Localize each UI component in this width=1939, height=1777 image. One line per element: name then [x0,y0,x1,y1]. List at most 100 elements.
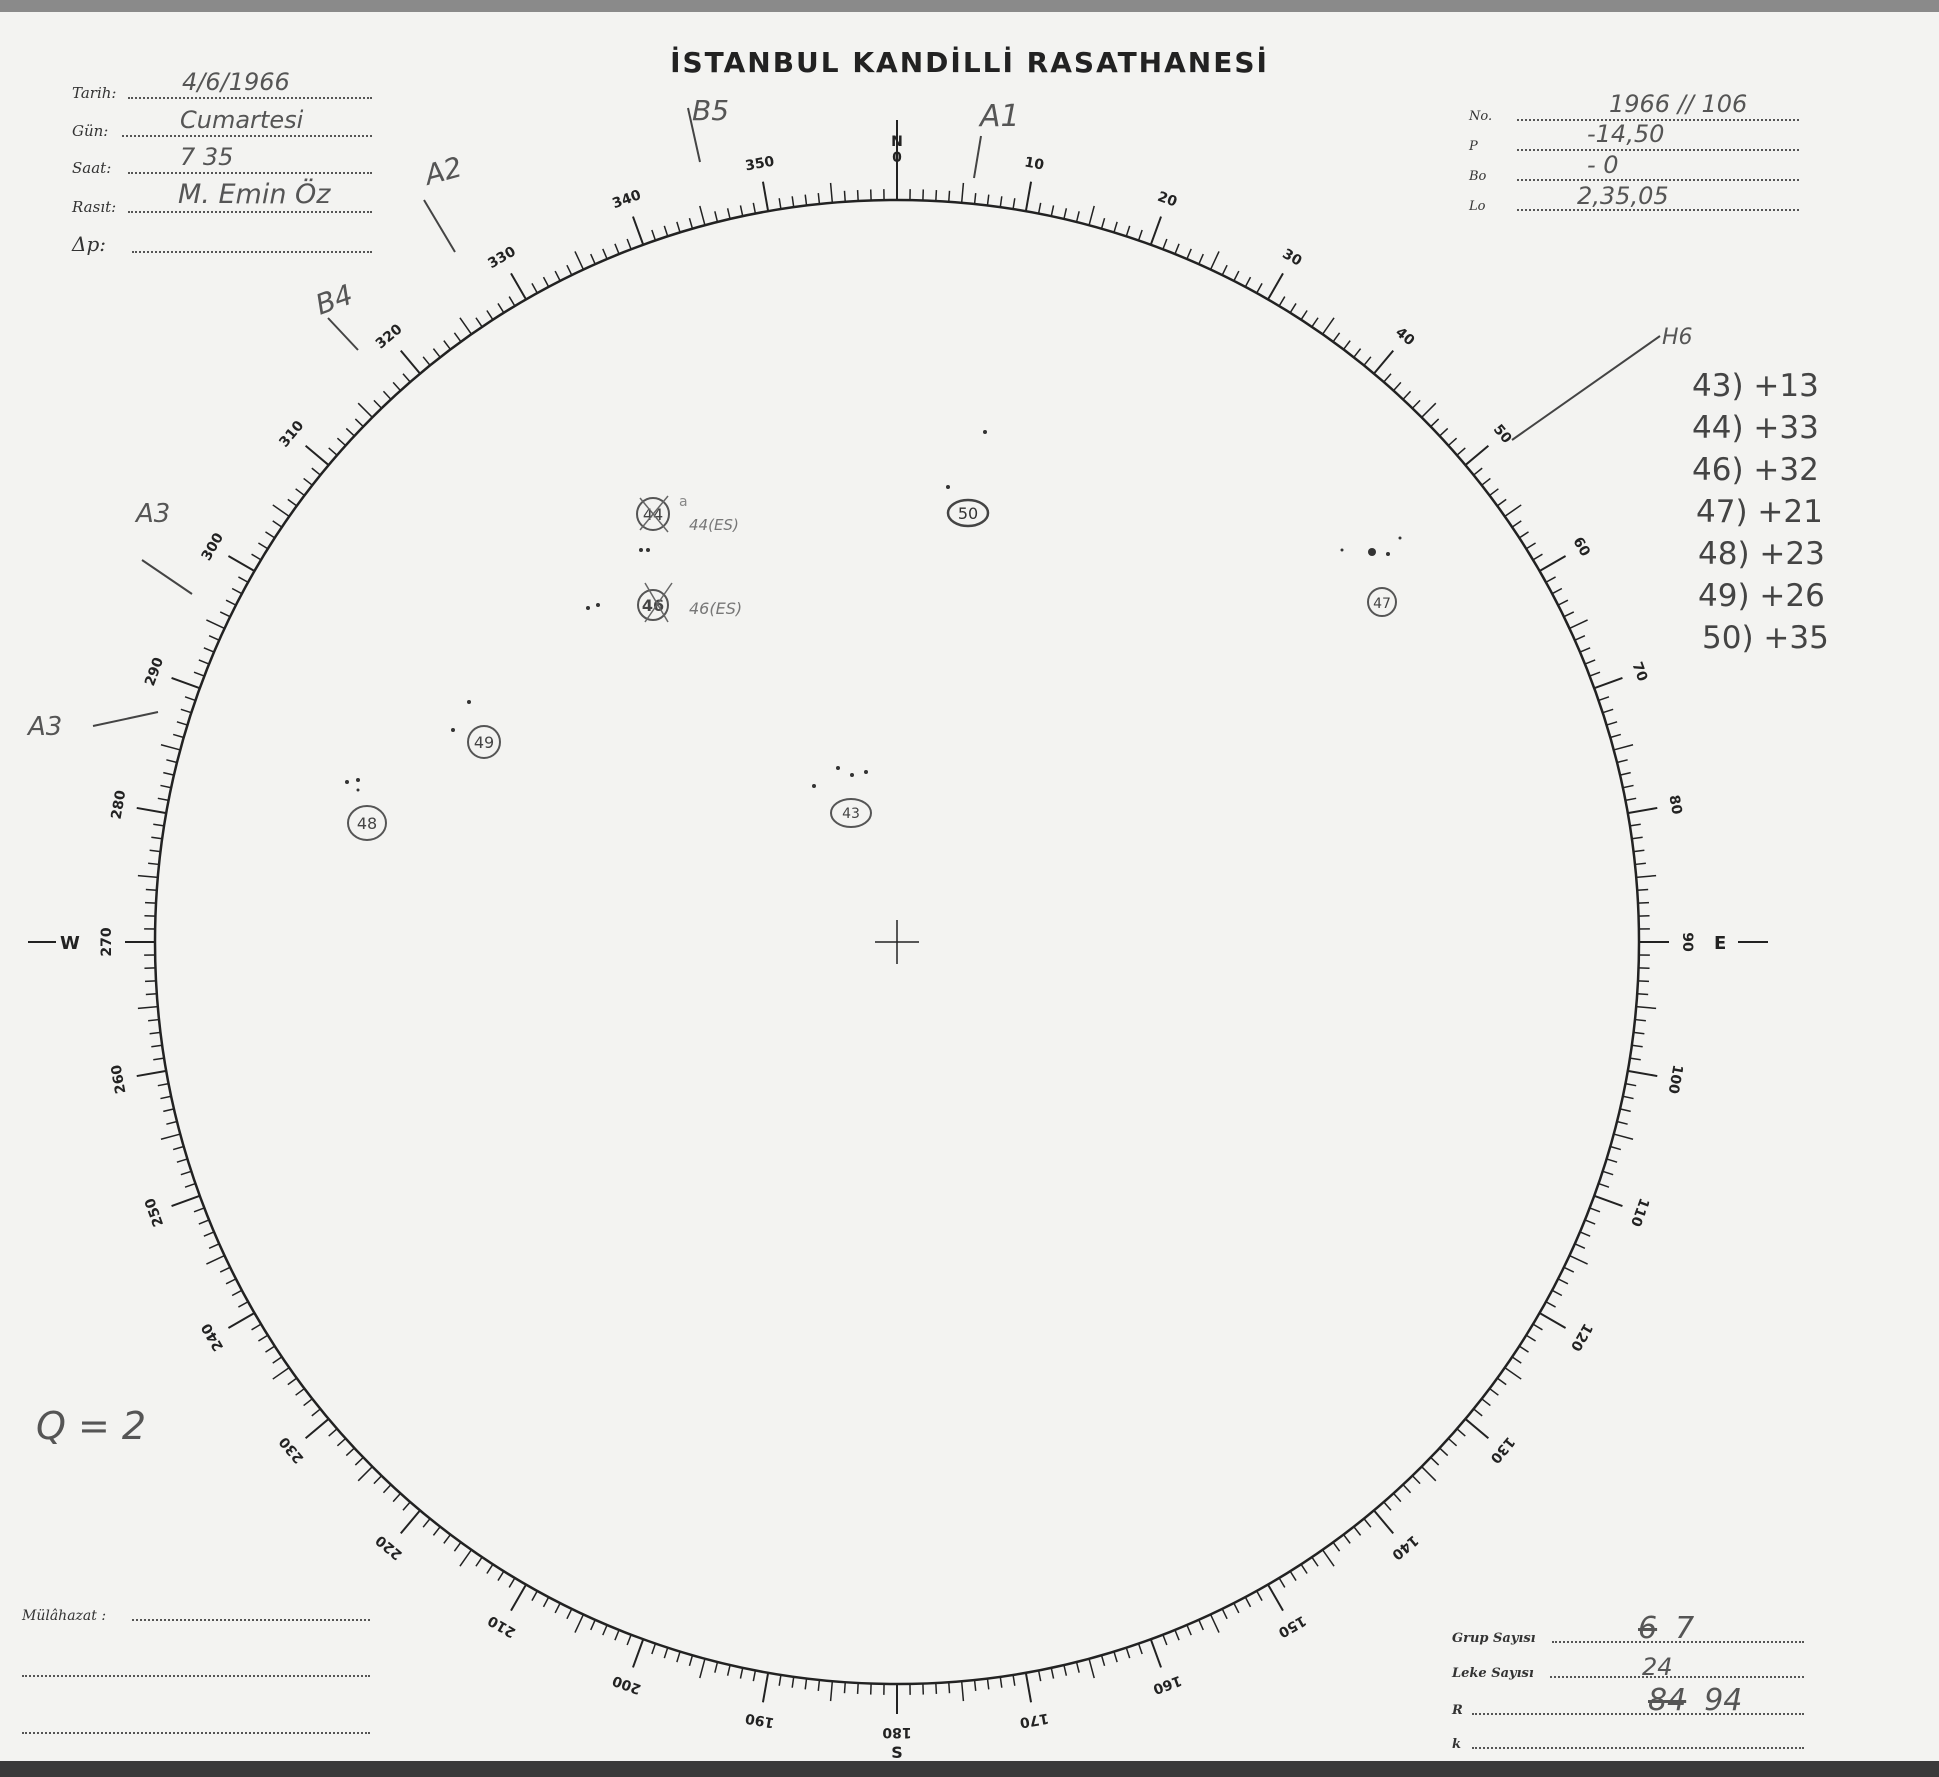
degree-tick [1629,1057,1641,1061]
degree-tick [1088,205,1095,226]
degree-tick [160,784,172,789]
svg-text:B5: B5 [692,94,729,127]
field-value: 94 [1704,1683,1743,1718]
degree-tick [948,1682,951,1694]
degree-tick [184,1182,196,1188]
degree-tick [1551,587,1563,595]
degree-tick [1610,1145,1622,1151]
degree-tick [1024,1672,1033,1703]
degree-tick [1613,1133,1634,1140]
latitude-note: 44) +33 [1692,410,1819,446]
degree-label: 220 [373,1531,406,1562]
degree-tick [422,1518,431,1528]
dotted-line [128,172,372,174]
degree-tick [1024,181,1033,212]
degree-tick [1631,1044,1643,1048]
degree-tick [1342,340,1351,350]
degree-tick [171,1194,201,1207]
degree-tick [614,243,620,255]
degree-tick [453,332,462,343]
degree-tick [1532,553,1543,561]
degree-tick [1627,806,1658,815]
degree-tick [566,1608,573,1620]
degree-tick [778,1674,782,1686]
degree-tick [1332,332,1341,343]
degree-tick [1353,1526,1362,1536]
field-value: -14,50 [1587,120,1665,148]
degree-tick [1625,797,1637,802]
degree-tick [486,1563,494,1574]
degree-tick [157,1082,169,1087]
struck-value: 6 [1638,1611,1658,1646]
degree-tick [1579,647,1591,653]
field-k: k [1452,1722,1804,1752]
degree-tick [1633,1031,1645,1035]
degree-label: 40 [1392,324,1417,349]
degree-tick [1221,264,1228,276]
svg-text:43: 43 [842,806,860,822]
limb-annotation-lines [92,107,1661,727]
degree-tick [626,1634,632,1646]
degree-tick [791,196,795,208]
remarks-field: Mülâhazat : [22,1594,370,1624]
degree-tick [699,205,706,226]
degree-tick [590,1619,596,1631]
degree-tick [1198,1619,1204,1631]
degree-tick [206,1254,225,1265]
degree-tick [1637,980,1650,983]
degree-tick [1100,1655,1106,1667]
degree-tick [166,759,178,764]
degree-label: 280 [109,789,130,821]
degree-tick [238,1301,249,1308]
degree-tick [1619,771,1631,776]
degree-tick [497,1570,505,1581]
degree-tick [1447,437,1458,447]
degree-tick [1631,836,1643,840]
degree-tick [180,708,192,714]
field-p: P -14,50 [1469,120,1799,154]
degree-tick [1402,390,1412,400]
degree-label: 240 [198,1320,227,1354]
degree-tick [137,874,158,879]
degree-tick [699,1658,706,1679]
field-label: Rasıt: [72,198,117,216]
field-value: 2,35,05 [1577,182,1669,210]
field-b0: Bo - 0 [1469,151,1799,184]
degree-tick [1569,619,1588,630]
degree-tick [219,1266,231,1273]
latitude-note: 50) +35 [1702,620,1829,656]
svg-text:A3: A3 [26,712,62,742]
degree-tick [311,1408,321,1417]
degree-tick [153,1057,165,1061]
field-r: R 84 94 [1452,1683,1804,1718]
degree-tick [392,381,402,392]
west-label: W [60,933,80,954]
degree-tick [1625,1082,1637,1087]
degree-label: 80 [1665,794,1684,816]
degree-tick [486,310,494,321]
degree-label: 230 [276,1433,307,1466]
degree-tick [144,901,157,904]
degree-tick [1278,1577,1286,1588]
degree-tick [287,498,298,507]
field-value: - 0 [1587,151,1619,179]
degree-tick [304,445,330,466]
degree-tick [1464,445,1490,466]
degree-tick [1464,1418,1490,1439]
dotted-line [132,1619,370,1621]
degree-tick [817,1679,821,1691]
degree-tick [973,193,977,205]
degree-tick [208,635,220,641]
degree-tick [265,531,276,539]
degree-tick [443,340,452,350]
degree-tick [231,587,243,595]
degree-tick [151,1044,163,1048]
degree-tick [1563,1266,1575,1273]
degree-tick [1636,1005,1657,1010]
sunspot-group-47: 47 [1367,587,1397,617]
degree-label: 250 [142,1195,167,1228]
degree-label: 270 [99,927,115,956]
degree-tick [1545,1301,1556,1308]
degree-tick [295,488,305,497]
